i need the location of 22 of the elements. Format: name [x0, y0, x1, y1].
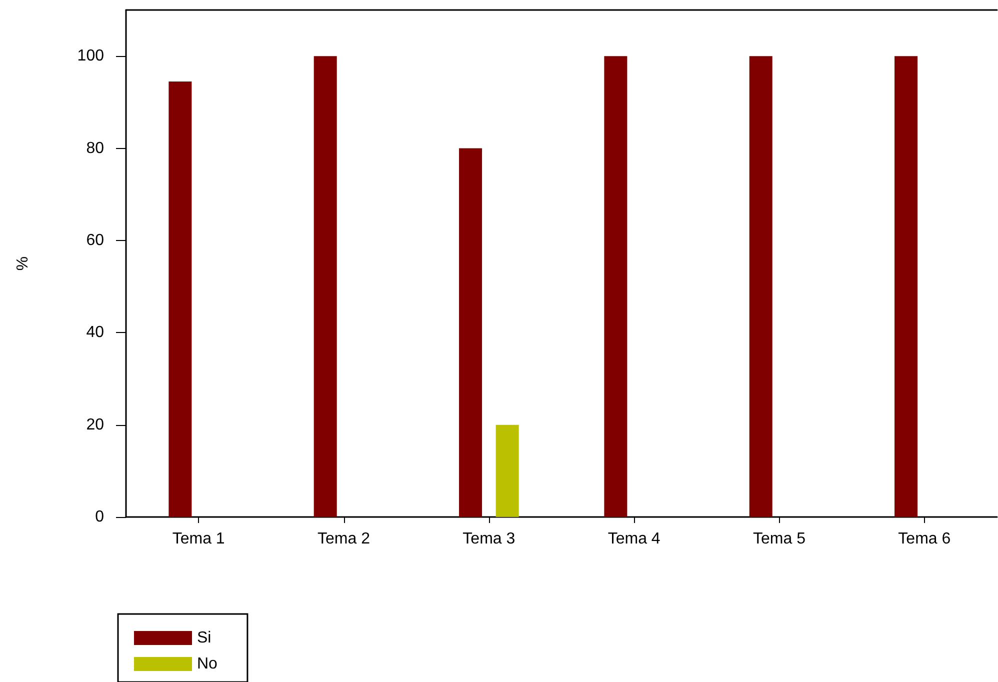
- x-tick-label: Tema 3: [462, 530, 516, 548]
- bar: [749, 56, 772, 517]
- bar: [496, 424, 519, 517]
- y-tick-label: 40: [86, 324, 104, 342]
- x-tick-label: Tema 4: [608, 530, 660, 548]
- legend-label: Si: [197, 630, 212, 646]
- y-tick-label: 80: [86, 140, 104, 157]
- x-tick-label: Tema 6: [898, 530, 951, 548]
- bar: [604, 56, 628, 517]
- legend-label: No: [197, 656, 218, 672]
- bar: [459, 148, 482, 517]
- y-tick-label: 100: [77, 48, 104, 65]
- x-tick-label: Tema 2: [318, 530, 370, 548]
- bar: [168, 81, 192, 517]
- y-axis-title: %: [14, 256, 32, 271]
- y-tick-label: 20: [86, 416, 104, 434]
- x-tick-label: Tema 5: [753, 530, 806, 548]
- x-tick-label: Tema 1: [172, 530, 225, 548]
- y-tick-label: 60: [86, 232, 104, 249]
- y-tick-label: 0: [95, 508, 104, 526]
- bar: [894, 56, 918, 517]
- bar: [314, 56, 337, 517]
